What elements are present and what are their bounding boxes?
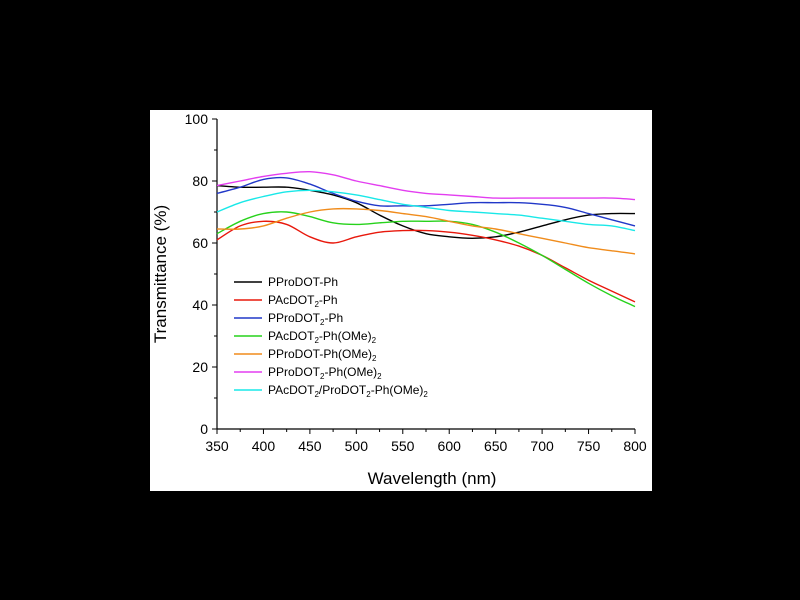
y-tick-label: 0 [200, 421, 208, 437]
series-line-pprodot2-ph [216, 176, 636, 227]
x-tick-label: 700 [530, 438, 554, 454]
legend-label: PProDOT-Ph [268, 275, 338, 289]
legend-label: PAcDOT2-Ph(OMe)2 [268, 329, 377, 345]
y-tick-label: 100 [185, 111, 209, 127]
series-line-pprodot2-ph-ome-2 [216, 170, 636, 201]
legend-label: PProDOT2-Ph(OMe)2 [268, 365, 382, 381]
series-lines [216, 170, 636, 308]
y-tick-label: 80 [192, 173, 208, 189]
y-tick-label: 20 [192, 359, 208, 375]
chart-panel [150, 110, 652, 491]
series-line-pacdot2-ph-ome-2 [216, 211, 636, 308]
x-tick-label: 600 [438, 438, 462, 454]
axes [212, 118, 636, 434]
x-tick-label: 350 [205, 438, 229, 454]
y-tick-label: 60 [192, 235, 208, 251]
legend-label: PProDOT2-Ph [268, 311, 343, 327]
y-tick-label: 40 [192, 297, 208, 313]
series-line-pacdot2-prodot2-ph-ome-2 [216, 189, 636, 232]
legend: PProDOT-Ph PAcDOT2-Ph PProDOT2-Ph PAcDOT2-P… [234, 275, 428, 399]
series-line-pprodot-ph [216, 184, 636, 240]
y-axis-label: Transmittance (%) [151, 205, 170, 343]
x-tick-label: 650 [484, 438, 508, 454]
x-axis-label: Wavelength (nm) [368, 469, 497, 488]
x-tick-label: 400 [252, 438, 276, 454]
legend-label: PProDOT-Ph(OMe)2 [268, 347, 377, 363]
series-line-pacdot2-ph [216, 220, 636, 303]
x-tick-label: 550 [391, 438, 415, 454]
x-tick-label: 450 [298, 438, 322, 454]
series-line-pprodot-ph-ome-2 [216, 207, 636, 255]
legend-label: PAcDOT2/ProDOT2-Ph(OMe)2 [268, 383, 428, 399]
x-tick-label: 800 [623, 438, 647, 454]
legend-label: PAcDOT2-Ph [268, 293, 338, 309]
x-tick-label: 500 [345, 438, 369, 454]
tick-labels: 350 400 450 500 550 600 650 700 750 800 0 20 40 60 80 1… [185, 111, 647, 454]
x-tick-label: 750 [577, 438, 601, 454]
